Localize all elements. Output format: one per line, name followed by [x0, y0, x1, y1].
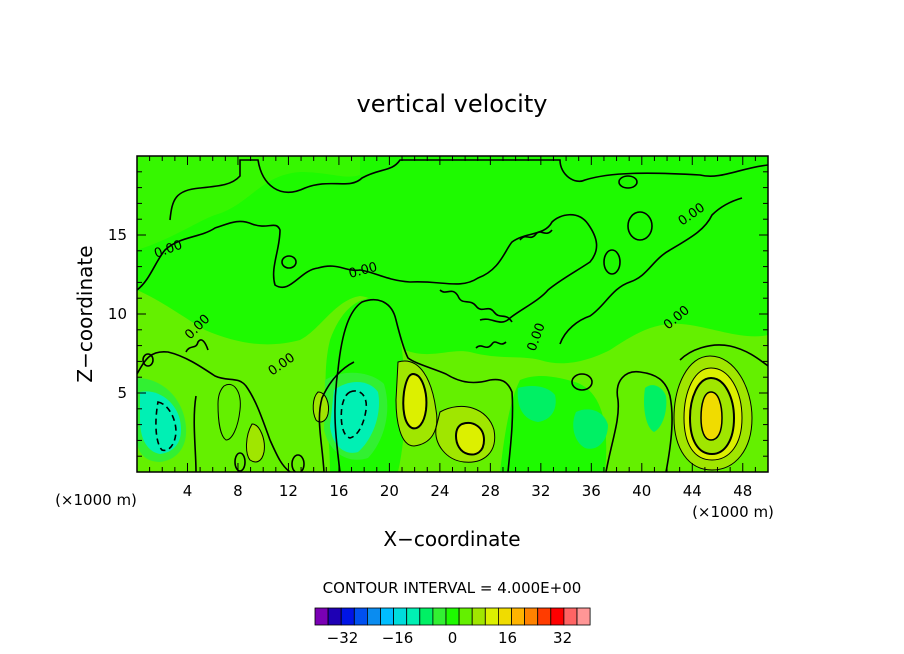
zero-contour-loop-2 [618, 175, 638, 189]
zero-contour-right-lower [605, 371, 673, 472]
zero-contour-loop-8 [291, 454, 305, 472]
zero-contour-far-right [679, 344, 768, 367]
x-tick-label: 28 [481, 482, 500, 500]
colorbar-tick-label: −16 [382, 629, 414, 647]
downdraft-center-1 [155, 401, 177, 452]
updraft-core-7 [217, 384, 241, 441]
zero-contour-lower [137, 350, 291, 472]
zero-contour-column [334, 298, 514, 472]
zero-contour-loop-1 [281, 255, 297, 269]
colorbar-swatch [458, 607, 473, 626]
downdraft-patch-5 [644, 385, 667, 432]
colorbar-tick-label: 0 [448, 629, 458, 647]
colorbar-swatch [537, 607, 552, 626]
x-tick-label: 44 [683, 482, 702, 500]
x-tick-label: 36 [582, 482, 601, 500]
zero-contour-loop-4 [603, 249, 621, 275]
zero-contour-upper [169, 159, 768, 221]
y-tick-label: 5 [117, 384, 127, 402]
x-tick-label: 16 [329, 482, 348, 500]
x-tick-label: 4 [183, 482, 193, 500]
colorbar-swatch [484, 607, 499, 626]
colorbar-swatch [524, 607, 539, 626]
contour-interval-label: CONTOUR INTERVAL = 4.000E+00 [323, 579, 582, 597]
colorbar-swatch [340, 607, 355, 626]
x-axis-ticks: 4 8 12 16 20 24 28 32 36 40 44 48 [149, 156, 756, 500]
zero-contour-wiggle-2 [185, 339, 209, 353]
colorbar-swatch [353, 607, 368, 626]
colorbar-swatch [511, 607, 526, 626]
colorbar-swatch [380, 607, 395, 626]
updraft-core-45 [700, 391, 723, 441]
y-tick-label: 15 [108, 226, 127, 244]
zero-contour-loop-7 [234, 452, 246, 472]
zero-contour-bottom [193, 395, 197, 472]
colorbar-swatch [550, 607, 565, 626]
colorbar-swatch [563, 607, 578, 626]
colorbar-swatch [432, 607, 447, 626]
contour-field [137, 156, 768, 472]
colorbar-swatch [576, 607, 591, 626]
zero-contour-wiggle-1 [439, 289, 513, 323]
x-tick-label: 32 [531, 482, 550, 500]
zero-contour-right [559, 197, 743, 345]
zero-contour-loop-5 [142, 353, 154, 367]
contour-label: 0.00 [347, 260, 379, 282]
y-axis-label: Z−coordinate [73, 245, 97, 382]
downdraft-center-2 [340, 390, 368, 439]
colorbar-swatch [314, 607, 329, 626]
colorbar-swatch [419, 607, 434, 626]
colorbar-swatch [497, 607, 512, 626]
zero-contour-loop-6 [571, 373, 593, 391]
colorbar-tick-label: 16 [498, 629, 517, 647]
colorbar [314, 607, 591, 626]
colorbar-tick-label: −32 [327, 629, 359, 647]
updraft-core-9 [246, 423, 265, 463]
colorbar-swatch [327, 607, 342, 626]
x-tick-label: 48 [733, 482, 752, 500]
x-tick-label: 20 [380, 482, 399, 500]
x-tick-label: 12 [279, 482, 298, 500]
zero-contour-column-left [318, 361, 355, 472]
zero-contour-wiggle-3 [519, 229, 553, 241]
updraft-core-26 [454, 422, 486, 456]
colorbar-swatch [366, 607, 381, 626]
zero-contour-wiggle-4 [475, 341, 507, 349]
x-unit-label-left: (×1000 m) [55, 491, 137, 509]
colorbar-tick-label: 32 [553, 629, 572, 647]
x-axis-label: X−coordinate [383, 527, 520, 551]
x-tick-label: 8 [233, 482, 243, 500]
x-tick-label: 40 [632, 482, 651, 500]
y-tick-label: 10 [108, 305, 127, 323]
colorbar-swatch [445, 607, 460, 626]
zero-contour-mid [137, 213, 598, 323]
colorbar-swatch [406, 607, 421, 626]
x-unit-label-right: (×1000 m) [692, 503, 774, 521]
positive-band [137, 290, 768, 472]
x-tick-label: 24 [430, 482, 449, 500]
updraft-core-22 [402, 372, 428, 430]
chart-title: vertical velocity [357, 90, 548, 118]
colorbar-swatch [471, 607, 486, 626]
zero-contours [137, 159, 768, 472]
downdraft-patch-3 [517, 386, 556, 422]
colorbar-tick-labels: −32 −16 0 16 32 [327, 629, 572, 647]
zero-contour-loop-3 [627, 211, 653, 241]
y-axis-ticks: 5 10 15 [108, 171, 768, 457]
positive-zone-upper [137, 156, 360, 250]
colorbar-swatch [393, 607, 408, 626]
downdraft-patch-4 [573, 409, 608, 449]
